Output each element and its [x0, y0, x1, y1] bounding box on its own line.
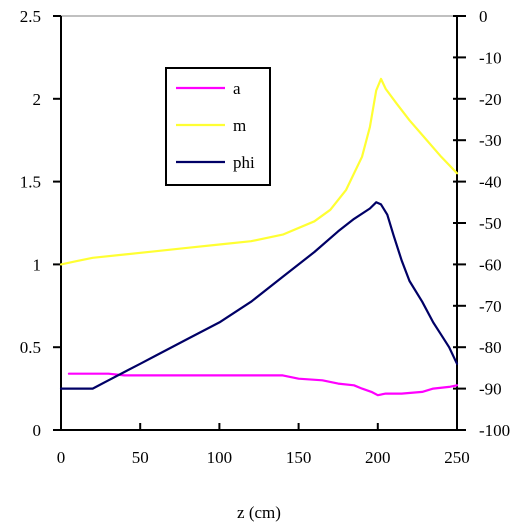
x-tick-label: 0 — [57, 448, 66, 467]
left-y-tick-label: 0.5 — [20, 338, 41, 357]
legend-label-a: a — [233, 79, 241, 98]
legend: am phi — [165, 67, 271, 186]
left-y-tick-label: 0 — [33, 421, 42, 440]
x-tick-label: 250 — [444, 448, 470, 467]
right-y-tick-label: 0 — [479, 7, 488, 26]
series-layer — [59, 77, 459, 397]
legend-label-phi: phi — [233, 153, 255, 172]
series-line-a — [67, 372, 459, 397]
right-y-tick-label: -50 — [479, 214, 502, 233]
axes-layer: 0 50 100 150 200 25000.511.522.5-100-90-80-70… — [20, 7, 510, 467]
series-line-phi — [59, 201, 459, 390]
left-y-tick-label: 1.5 — [20, 173, 41, 192]
right-y-tick-label: -100 — [479, 421, 510, 440]
left-y-tick-label: 1 — [33, 255, 42, 274]
x-tick-label: 200 — [365, 448, 391, 467]
right-y-tick-label: -10 — [479, 48, 502, 67]
x-tick-label: 50 — [132, 448, 149, 467]
series-line-m — [59, 77, 459, 266]
right-y-tick-label: -40 — [479, 173, 502, 192]
x-tick-label: 150 — [286, 448, 312, 467]
right-y-tick-label: -80 — [479, 338, 502, 357]
right-y-tick-label: -60 — [479, 255, 502, 274]
right-y-tick-label: -90 — [479, 380, 502, 399]
left-y-tick-label: 2 — [33, 90, 42, 109]
right-y-tick-label: -30 — [479, 131, 502, 150]
left-y-tick-label: 2.5 — [20, 7, 41, 26]
legend-label-m: m — [233, 116, 246, 135]
x-tick-label: 100 — [207, 448, 233, 467]
right-y-tick-label: -70 — [479, 297, 502, 316]
x-axis-title: z (cm) — [237, 503, 281, 522]
right-y-tick-label: -20 — [479, 90, 502, 109]
